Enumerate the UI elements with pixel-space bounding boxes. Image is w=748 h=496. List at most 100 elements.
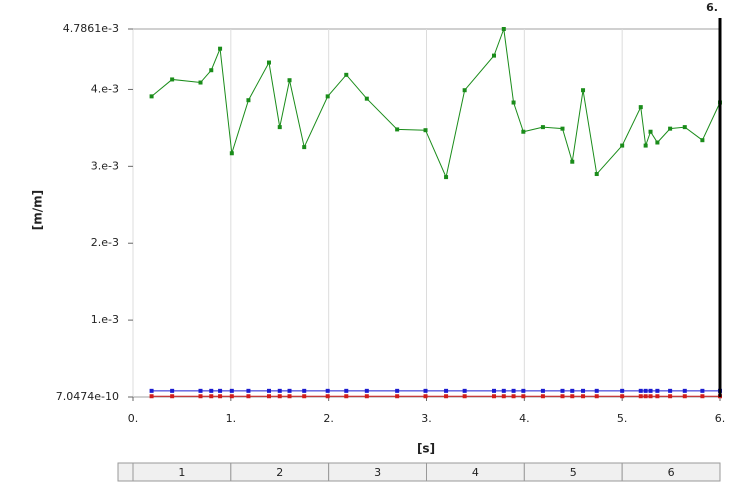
point	[560, 388, 565, 393]
point	[364, 388, 369, 393]
point	[540, 388, 545, 393]
point	[302, 145, 307, 150]
point	[540, 394, 545, 399]
point	[229, 394, 234, 399]
y-tick-label: 7.0474e-10	[56, 390, 119, 403]
point	[287, 394, 292, 399]
y-tick-label: 4.7861e-3	[63, 22, 119, 35]
point	[266, 388, 271, 393]
point	[620, 394, 625, 399]
point	[364, 96, 369, 101]
point	[364, 394, 369, 399]
cursor-label: 6.	[706, 1, 718, 14]
step-label: 3	[374, 466, 381, 479]
point	[149, 388, 154, 393]
point	[521, 129, 526, 134]
point	[344, 388, 349, 393]
step-label: 1	[178, 466, 185, 479]
x-tick-label: 5.	[617, 412, 628, 425]
point	[198, 394, 203, 399]
point	[648, 394, 653, 399]
point	[149, 394, 154, 399]
point	[511, 100, 516, 105]
point	[492, 394, 497, 399]
series-line	[151, 28, 721, 179]
point	[492, 53, 497, 58]
point	[325, 394, 330, 399]
point	[655, 140, 660, 145]
point	[581, 388, 586, 393]
point	[521, 388, 526, 393]
point	[209, 388, 214, 393]
point	[501, 27, 506, 31]
point	[700, 138, 705, 143]
point	[668, 394, 673, 399]
point	[638, 394, 643, 399]
point	[209, 394, 214, 399]
y-tick-label: 2.e-3	[91, 236, 119, 249]
point	[501, 388, 506, 393]
point	[643, 143, 648, 148]
point	[277, 125, 282, 130]
point	[170, 388, 175, 393]
point	[287, 78, 292, 83]
point	[594, 394, 599, 399]
point	[209, 68, 214, 73]
point	[682, 388, 687, 393]
step-label: 5	[570, 466, 577, 479]
step-cell	[621, 462, 721, 482]
point	[229, 151, 234, 156]
point	[521, 394, 526, 399]
point	[218, 394, 223, 399]
point	[492, 388, 497, 393]
point	[170, 394, 175, 399]
point	[638, 105, 643, 110]
point	[655, 394, 660, 399]
point	[700, 394, 705, 399]
point	[277, 394, 282, 399]
point	[570, 159, 575, 164]
point	[325, 388, 330, 393]
point	[266, 60, 271, 65]
point	[266, 394, 271, 399]
x-tick-label: 2.	[323, 412, 334, 425]
point	[218, 388, 223, 393]
point	[462, 88, 467, 93]
point	[246, 98, 251, 103]
point	[229, 388, 234, 393]
x-tick-label: 6.	[715, 412, 726, 425]
point	[560, 394, 565, 399]
step-label: 6	[668, 466, 675, 479]
point	[594, 172, 599, 177]
point	[395, 394, 400, 399]
point	[581, 88, 586, 93]
point	[570, 394, 575, 399]
y-tick-label: 4.e-3	[91, 82, 119, 95]
point	[246, 394, 251, 399]
point	[682, 125, 687, 130]
point	[540, 125, 545, 130]
point	[620, 388, 625, 393]
point	[444, 175, 449, 180]
point	[423, 128, 428, 133]
point	[570, 388, 575, 393]
point	[462, 388, 467, 393]
y-tick-label: 1.e-3	[91, 313, 119, 326]
point	[287, 388, 292, 393]
point	[511, 388, 516, 393]
point	[218, 46, 223, 51]
step-label: 4	[472, 466, 479, 479]
point	[648, 388, 653, 393]
point	[700, 388, 705, 393]
point	[344, 72, 349, 77]
point	[682, 394, 687, 399]
point	[444, 394, 449, 399]
x-tick-label: 3.	[421, 412, 432, 425]
point	[344, 394, 349, 399]
step-strip-left	[117, 462, 134, 482]
point	[581, 394, 586, 399]
point	[302, 388, 307, 393]
point	[395, 127, 400, 132]
point	[643, 394, 648, 399]
